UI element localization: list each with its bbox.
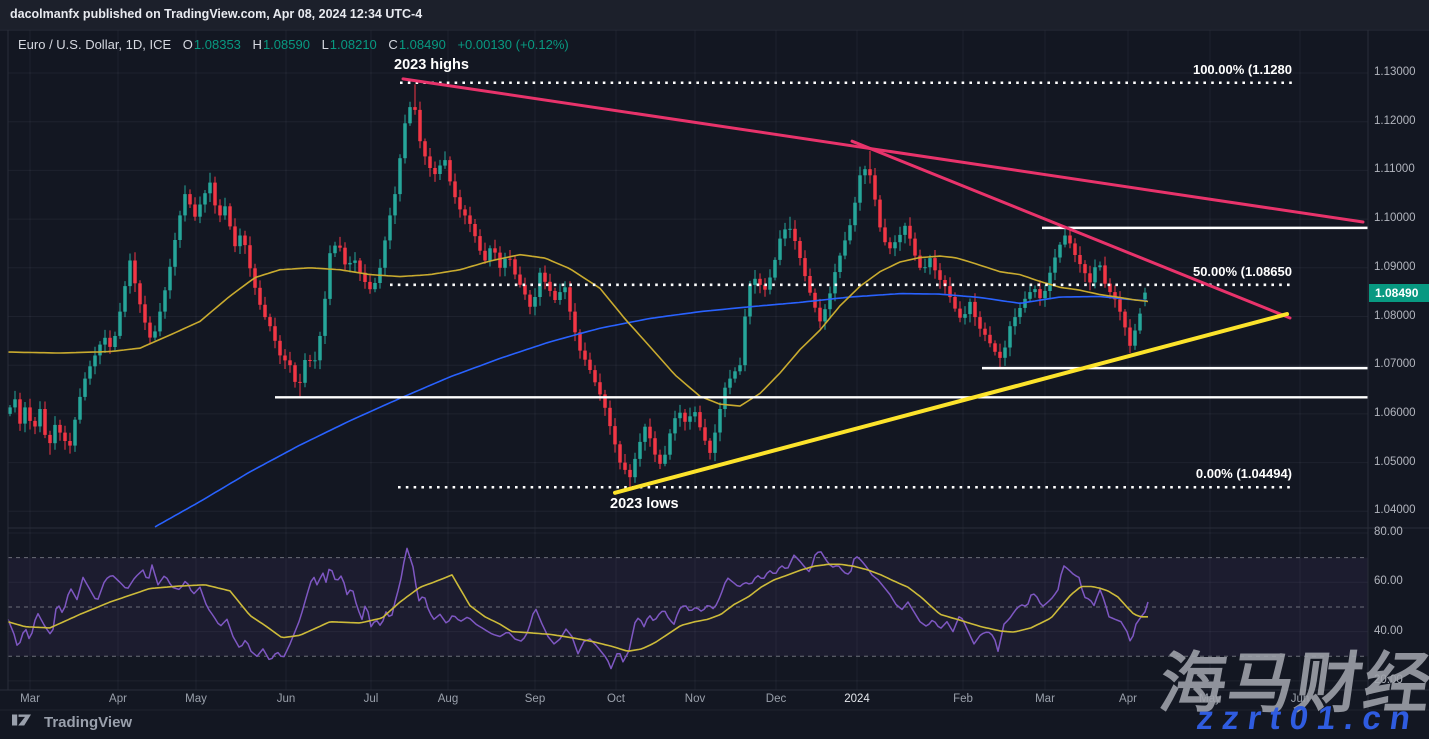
- trendline-descending-from-dec-2023-high: [850, 139, 1292, 320]
- time-axis-label: Jun: [1290, 693, 1310, 705]
- fib-label: 100.00% (1.1280: [1192, 61, 1292, 77]
- time-axis-label: Nov: [684, 693, 706, 705]
- watermark-url: zzrt01.cn: [1194, 699, 1422, 736]
- trendline-descending-from-2023-highs: [401, 77, 1365, 224]
- open-value: 1.08353: [193, 37, 241, 52]
- annotation-2023-highs: 2023 highs: [394, 57, 469, 73]
- annotation-2023-lows: 2023 lows: [610, 496, 679, 512]
- last-price-tag: 1.08490: [1369, 283, 1429, 302]
- tradingview-brand-text: TradingView: [44, 714, 133, 731]
- fib-label: 0.00% (1.04494): [1195, 466, 1292, 482]
- price-axis-tick: 1.09000: [1374, 260, 1416, 273]
- price-axis-tick: 1.10000: [1374, 212, 1416, 225]
- trendline-ascending-from-2023-lows: [613, 312, 1289, 495]
- time-axis-label: Aug: [437, 693, 459, 705]
- close-label: C: [388, 37, 398, 52]
- time-axis-label: Dec: [765, 693, 787, 705]
- time-axis-label: Oct: [607, 693, 625, 705]
- rsi-axis-tick: 20.00: [1374, 673, 1403, 686]
- rsi-ma-line: [7, 563, 1148, 652]
- ma-200-line: [154, 292, 1148, 528]
- last-price-value: 1.08490: [1375, 285, 1419, 300]
- price-axis-tick: 1.05000: [1374, 455, 1416, 468]
- ma-50-line: [8, 253, 1149, 407]
- low-label: L: [321, 37, 329, 52]
- price-axis-tick: 1.06000: [1374, 406, 1416, 419]
- change-value: +0.00130 (+0.12%): [457, 37, 569, 52]
- chart-background: [0, 30, 1429, 739]
- price-axis-tick: 1.04000: [1374, 504, 1416, 517]
- tradingview-logo-icon: [12, 712, 37, 733]
- low-value: 1.08210: [329, 37, 377, 52]
- time-axis-label: Jun: [276, 693, 296, 705]
- high-label: H: [252, 37, 262, 52]
- price-axis-tick: 1.11000: [1374, 163, 1415, 176]
- time-axis-label: May: [1199, 693, 1221, 705]
- time-axis-label: 2024: [844, 693, 870, 705]
- candles: [8, 84, 1147, 488]
- high-value: 1.08590: [262, 37, 310, 52]
- publish-bar: dacolmanfx published on TradingView.com,…: [0, 0, 1429, 29]
- time-axis-label: Sep: [524, 693, 546, 705]
- time-axis-label: Apr: [109, 693, 127, 705]
- symbol-title[interactable]: Euro / U.S. Dollar, 1D, ICE: [18, 37, 172, 52]
- publish-text: dacolmanfx published on TradingView.com,…: [10, 7, 423, 21]
- symbol-header[interactable]: Euro / U.S. Dollar, 1D, ICE O1.08353 H1.…: [18, 37, 569, 52]
- time-axis-label: Feb: [953, 693, 973, 705]
- price-axis-tick: 1.07000: [1374, 358, 1416, 371]
- fib-label: 50.00% (1.08650: [1192, 263, 1292, 279]
- rsi-axis-tick: 60.00: [1374, 575, 1403, 588]
- price-axis-tick: 1.13000: [1374, 66, 1416, 78]
- close-value: 1.08490: [398, 37, 446, 52]
- rsi-axis-tick: 40.00: [1374, 624, 1403, 637]
- time-axis-label: Mar: [20, 693, 40, 705]
- footer-branding[interactable]: TradingView: [12, 712, 132, 733]
- price-axis-tick: 1.08000: [1374, 309, 1416, 322]
- rsi-axis-tick: 80.00: [1374, 526, 1403, 538]
- price-axis-tick: 1.12000: [1374, 114, 1416, 127]
- time-axis-label: Apr: [1119, 693, 1137, 705]
- time-axis-label: May: [185, 693, 207, 705]
- time-axis-label: Mar: [1035, 693, 1055, 705]
- time-axis-label: Jul: [363, 693, 379, 705]
- open-label: O: [182, 37, 193, 52]
